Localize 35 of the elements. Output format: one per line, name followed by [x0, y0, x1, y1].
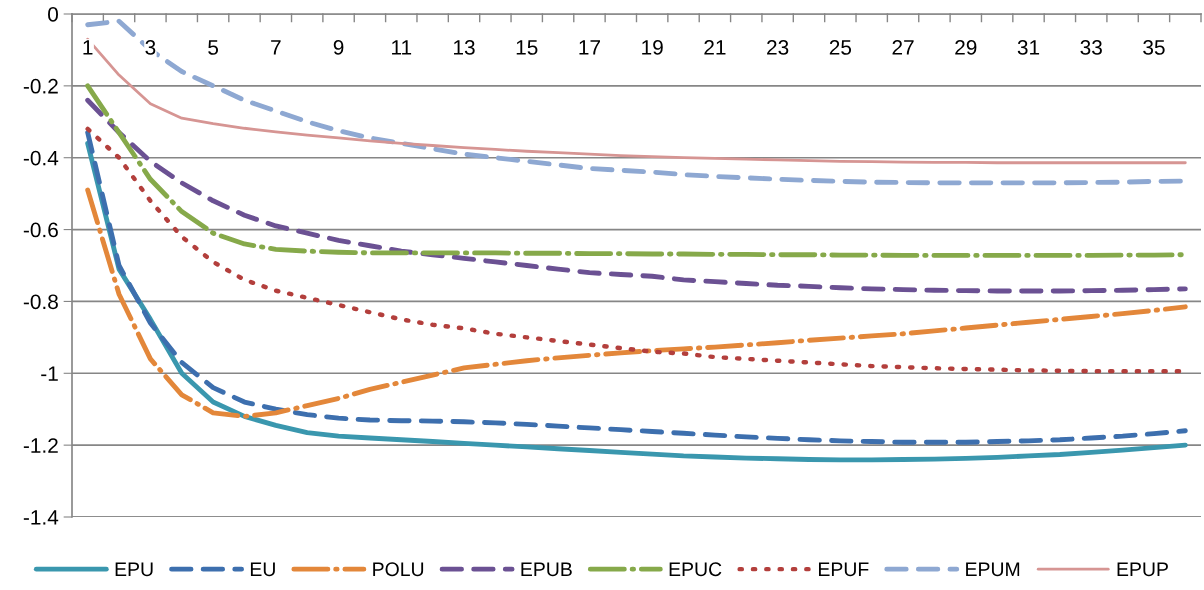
y-tick-label: -1.2 [23, 438, 58, 453]
x-tick-label: 19 [642, 40, 663, 55]
x-tick-label: 27 [892, 40, 914, 55]
x-tick-label: 21 [704, 40, 726, 55]
legend-label: EPUM [966, 562, 1020, 577]
x-tick-label: 33 [1080, 40, 1102, 55]
legend-label: EPUP [1117, 562, 1168, 577]
y-tick-label: 0 [48, 7, 58, 22]
line-series [85, 97, 1188, 294]
x-tick-label: 1 [83, 40, 93, 55]
x-tick-label: 23 [767, 40, 789, 55]
x-tick-label: 11 [392, 40, 412, 55]
y-tick-label: -0.6 [23, 222, 58, 238]
legend-label: EPUB [521, 562, 572, 577]
x-tick-label: 15 [516, 40, 538, 55]
x-tick-label: 25 [829, 40, 852, 55]
y-tick-label: -1.4 [23, 510, 59, 525]
x-tick-label: 29 [955, 40, 977, 55]
legend-label: POLU [373, 562, 424, 577]
line-series [85, 187, 1188, 419]
y-tick-label: -0.4 [23, 150, 59, 166]
x-tick-label: 31 [1017, 40, 1040, 55]
x-tick-label: 13 [454, 40, 475, 55]
x-tick-label: 5 [208, 40, 219, 55]
legend-label: EU [250, 562, 275, 577]
y-tick-label: -0.8 [23, 294, 58, 310]
legend-label: EPU [115, 562, 153, 577]
x-tick-label: 17 [579, 40, 600, 55]
legend-label: EPUC [669, 562, 722, 577]
x-tick-label: 35 [1143, 40, 1165, 55]
x-tick-label: 9 [333, 40, 344, 55]
y-tick-label: -1 [41, 366, 58, 381]
x-tick-label: 7 [271, 40, 281, 55]
y-tick-label: -0.2 [23, 78, 58, 94]
legend-label: EPUF [819, 562, 869, 577]
